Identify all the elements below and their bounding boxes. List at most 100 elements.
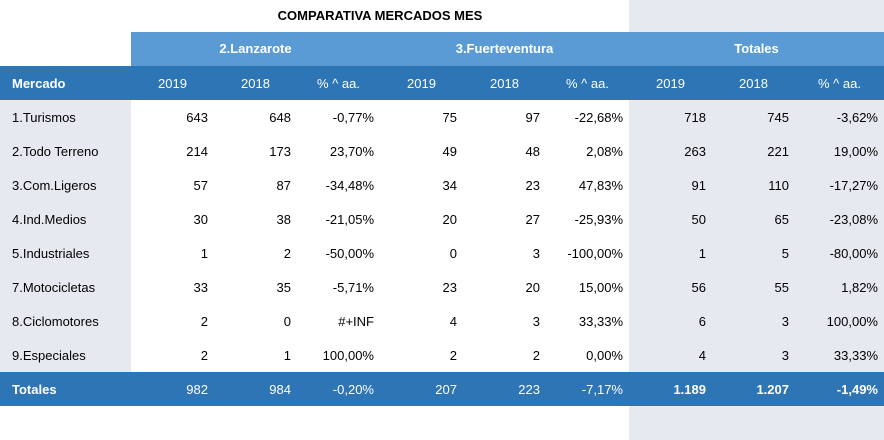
table-row: 8.Ciclomotores 2 0 #+INF 4 3 33,33% 6 3 …	[0, 304, 884, 338]
header-fv-2019: 2019	[380, 66, 463, 100]
cell: -5,71%	[297, 270, 380, 304]
cell: 214	[131, 134, 214, 168]
cell: 75	[380, 100, 463, 134]
header-mercado: Mercado	[0, 66, 131, 100]
header-lz-pct: % ^ aa.	[297, 66, 380, 100]
cell: 982	[131, 372, 214, 406]
cell: 1	[131, 236, 214, 270]
cell: 5	[781, 245, 789, 261]
cell: 1,82%	[841, 279, 878, 295]
header-tot-2019: 2019	[629, 66, 712, 100]
cell: 1.207	[712, 372, 795, 406]
row-label: 8.Ciclomotores	[12, 313, 99, 329]
cell: -1,49%	[795, 372, 884, 406]
row-label: 9.Especiales	[12, 347, 86, 363]
cell: -22,68%	[546, 100, 629, 134]
cell: 2,08%	[546, 134, 629, 168]
cell: 110	[768, 177, 789, 193]
header-fv-pct: % ^ aa.	[546, 66, 629, 100]
cell: 2	[131, 338, 214, 372]
header-lz-2019: 2019	[131, 66, 214, 100]
row-label: 4.Ind.Medios	[12, 211, 87, 227]
cell: -50,00%	[297, 236, 380, 270]
cell: 35	[214, 270, 297, 304]
cell: 1	[214, 338, 297, 372]
cell: 55	[774, 279, 789, 295]
cell: 207	[380, 372, 463, 406]
cell: 0	[214, 304, 297, 338]
cell: 57	[131, 168, 214, 202]
cell: -3,62%	[836, 109, 878, 125]
cell: #+INF	[297, 304, 380, 338]
row-label: 5.Industriales	[12, 245, 90, 261]
cell: 49	[380, 134, 463, 168]
cell: 1.189	[629, 372, 712, 406]
cell: 100,00%	[826, 313, 878, 329]
cell: 65	[774, 211, 789, 227]
column-header-row: Mercado 2019 2018 % ^ aa. 2019 2018 % ^ …	[0, 66, 884, 100]
cell: -0,77%	[297, 100, 380, 134]
totals-label: Totales	[0, 372, 131, 406]
cell: 19,00%	[833, 143, 878, 159]
cell: 718	[684, 109, 706, 125]
cell: 23	[463, 168, 546, 202]
cell: -80,00%	[829, 245, 878, 261]
totals-row: Totales 982 984 -0,20% 207 223 -7,17% 1.…	[0, 372, 884, 406]
cell: 87	[214, 168, 297, 202]
table-row: 5.Industriales 1 2 -50,00% 0 3 -100,00% …	[0, 236, 884, 270]
cell: -7,17%	[546, 372, 629, 406]
cell: 2	[214, 236, 297, 270]
cell: 3	[463, 304, 546, 338]
cell: 15,00%	[546, 270, 629, 304]
cell: 4	[698, 347, 706, 363]
cell: 221	[767, 143, 789, 159]
cell: -100,00%	[546, 236, 629, 270]
cell: 1	[698, 245, 706, 261]
cell: -0,20%	[297, 372, 380, 406]
row-label: 7.Motocicletas	[12, 279, 96, 295]
mercado-shaded-background	[0, 100, 131, 372]
group-lanzarote: 2.Lanzarote	[219, 41, 292, 56]
cell: -21,05%	[297, 202, 380, 236]
cell: 33,33%	[833, 347, 878, 363]
cell: 263	[684, 143, 706, 159]
row-label: 1.Turismos	[12, 109, 76, 125]
group-fuerteventura: 3.Fuerteventura	[455, 41, 554, 56]
market-comparison-table: Mercado 2019 2018 % ^ aa. 2019 2018 % ^ …	[0, 66, 884, 406]
cell: 23	[380, 270, 463, 304]
row-label: 2.Todo Terreno	[12, 143, 99, 159]
cell: 0	[380, 236, 463, 270]
cell: 33,33%	[546, 304, 629, 338]
cell: 47,83%	[546, 168, 629, 202]
cell: 48	[463, 134, 546, 168]
cell: 100,00%	[297, 338, 380, 372]
row-label: 3.Com.Ligeros	[12, 177, 97, 193]
header-lz-2018: 2018	[214, 66, 297, 100]
cell: -17,27%	[829, 177, 878, 193]
cell: 56	[691, 279, 706, 295]
cell: 33	[131, 270, 214, 304]
cell: 20	[380, 202, 463, 236]
cell: 2	[131, 304, 214, 338]
group-header-row: 2.Lanzarote 3.Fuerteventura Totales	[131, 32, 884, 66]
table-row: 3.Com.Ligeros 57 87 -34,48% 34 23 47,83%…	[0, 168, 884, 202]
cell: 745	[767, 109, 789, 125]
cell: 223	[463, 372, 546, 406]
cell: 23,70%	[297, 134, 380, 168]
cell: -25,93%	[546, 202, 629, 236]
cell: 984	[214, 372, 297, 406]
header-fv-2018: 2018	[463, 66, 546, 100]
cell: 0,00%	[546, 338, 629, 372]
report-title: COMPARATIVA MERCADOS MES	[277, 8, 483, 23]
cell: 3	[781, 347, 789, 363]
cell: 643	[131, 100, 214, 134]
table-row: 1.Turismos 643 648 -0,77% 75 97 -22,68% …	[0, 100, 884, 134]
cell: 50	[691, 211, 706, 227]
table-row: 4.Ind.Medios 30 38 -21,05% 20 27 -25,93%…	[0, 202, 884, 236]
cell: 2	[463, 338, 546, 372]
cell: 27	[463, 202, 546, 236]
cell: 97	[463, 100, 546, 134]
table-row: 2.Todo Terreno 214 173 23,70% 49 48 2,08…	[0, 134, 884, 168]
cell: 6	[698, 313, 706, 329]
header-tot-pct: % ^ aa.	[795, 66, 884, 100]
